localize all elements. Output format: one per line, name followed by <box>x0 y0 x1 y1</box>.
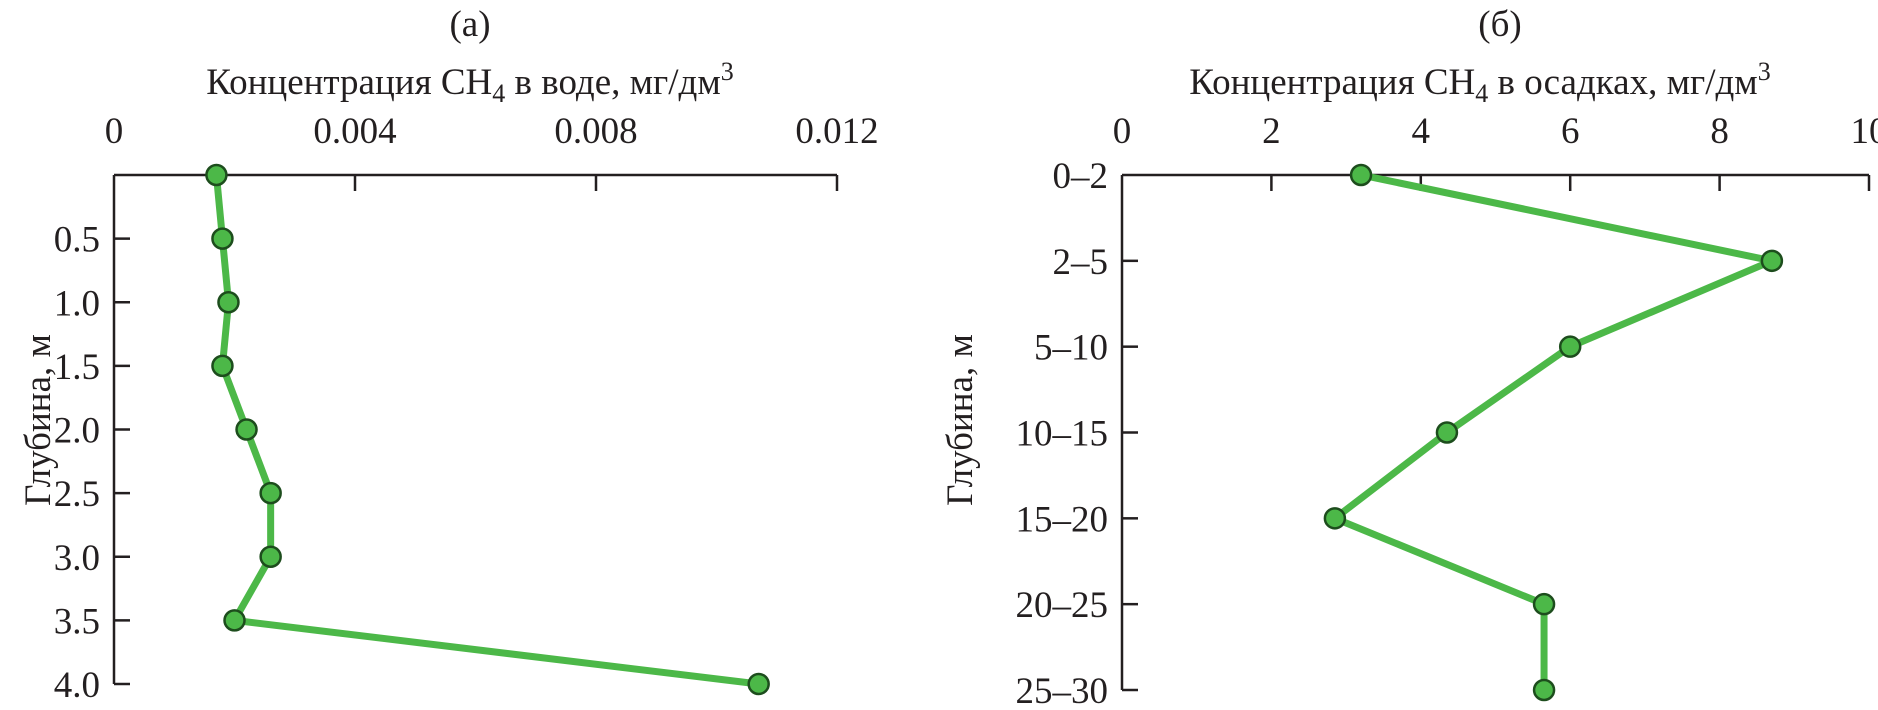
y-tick-label: 2.5 <box>54 474 100 515</box>
x-tick-label: 2 <box>1262 111 1281 152</box>
x-tick-label: 0 <box>1113 111 1132 152</box>
data-point <box>223 609 246 632</box>
y-tick-label: 3.0 <box>54 538 100 579</box>
panel-a: (а) Концентрация CH4 в воде, мг/дм3 Глуб… <box>18 4 879 706</box>
data-point <box>259 545 282 568</box>
data-point <box>1558 335 1582 358</box>
x-tick-label: 0.008 <box>554 111 637 152</box>
data-point <box>259 481 282 505</box>
panel-a-x-axis-title: Концентрация CH4 в воде, мг/дм3 <box>206 57 733 108</box>
panel-b-x-axis-title: Концентрация CH4 в осадках, мг/дм3 <box>1189 57 1770 108</box>
y-tick-label: 15–20 <box>1016 499 1109 540</box>
x-tick-label: 0.004 <box>313 111 396 152</box>
y-tick-label: 4.0 <box>54 665 100 706</box>
panel-b: (б) Концентрация CH4 в осадках, мг/дм3 Г… <box>940 4 1878 710</box>
x-tick-label: 0.012 <box>795 111 878 152</box>
data-line <box>212 174 760 688</box>
y-tick-label: 25–30 <box>1016 671 1109 710</box>
data-point <box>211 354 234 378</box>
panel-a-label: (а) <box>449 4 490 45</box>
data-point <box>211 227 234 250</box>
data-point <box>1323 507 1347 530</box>
data-point <box>235 418 258 441</box>
data-point <box>1349 163 1373 187</box>
y-tick-label: 1.0 <box>54 283 100 324</box>
panel-b-y-axis-title: Глубина, м <box>940 334 981 506</box>
data-point <box>1532 592 1556 616</box>
y-tick-label: 0–2 <box>1053 156 1109 197</box>
y-tick-label: 10–15 <box>1016 414 1109 455</box>
y-tick-label: 5–10 <box>1034 328 1108 369</box>
data-point <box>1435 421 1459 444</box>
y-tick-label: 3.5 <box>54 601 100 642</box>
x-tick-label: 10 <box>1851 111 1878 152</box>
data-point <box>217 291 240 314</box>
x-tick-label: 8 <box>1710 111 1729 152</box>
data-point <box>1760 249 1784 273</box>
y-tick-label: 20–25 <box>1016 585 1109 626</box>
data-point <box>747 672 770 696</box>
data-point <box>1532 678 1556 702</box>
x-tick-label: 4 <box>1412 111 1431 152</box>
y-tick-label: 0.5 <box>54 220 100 261</box>
panel-a-y-axis-title: Глубина, м <box>18 334 59 506</box>
x-tick-label: 6 <box>1561 111 1580 152</box>
y-tick-label: 2–5 <box>1053 242 1109 283</box>
data-point <box>205 163 228 187</box>
y-tick-label: 1.5 <box>54 347 100 388</box>
data-line <box>1331 171 1776 690</box>
x-tick-label: 0 <box>105 111 124 152</box>
y-tick-label: 2.0 <box>54 411 100 452</box>
panel-b-label: (б) <box>1478 4 1521 45</box>
